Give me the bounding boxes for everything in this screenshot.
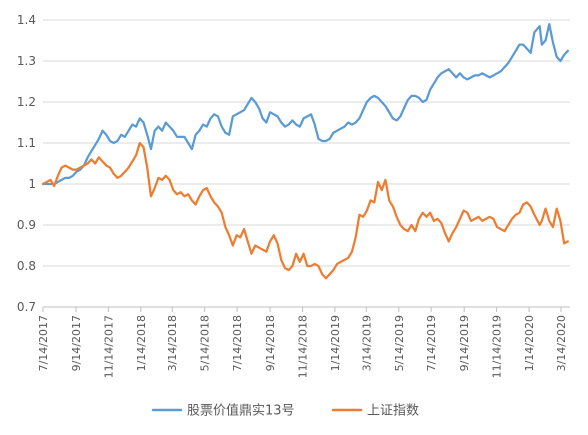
x-tick-label: 3/14/2019 <box>360 315 373 371</box>
x-tick-label: 7/14/2017 <box>37 315 50 371</box>
x-tick-labels: 7/14/2017 9/14/2017 11/14/2017 1/14/2018 3/1… <box>37 315 568 378</box>
y-tick-label: 1.1 <box>17 136 36 150</box>
y-tick-label: 1.2 <box>17 95 36 109</box>
legend-label: 上证指数 <box>367 404 419 419</box>
y-tick-label: 1 <box>28 177 36 191</box>
y-tick-label: 0.8 <box>17 259 36 273</box>
x-tick-label: 7/14/2019 <box>425 315 438 371</box>
x-tick-label: 1/14/2018 <box>135 315 148 371</box>
x-tick-label: 11/14/2017 <box>102 315 115 378</box>
x-tick-label: 5/14/2019 <box>393 315 406 371</box>
x-tick-label: 9/14/2018 <box>264 315 277 371</box>
x-tick-label: 3/14/2018 <box>166 315 179 371</box>
x-tick-label: 7/14/2018 <box>231 315 244 371</box>
x-tick-label: 11/14/2018 <box>297 315 310 378</box>
series-line-2 <box>41 141 569 280</box>
y-tick-labels: 0.7 0.8 0.9 1 1.1 1.2 1.3 1.4 <box>17 13 36 314</box>
x-tick-label: 5/14/2018 <box>199 315 212 371</box>
x-tick-label: 1/14/2019 <box>329 315 342 371</box>
gridlines <box>43 19 570 267</box>
x-tick-label: 1/14/2020 <box>523 315 536 371</box>
y-tick-label: 0.7 <box>17 300 36 314</box>
legend-label: 股票价值鼎实13号 <box>187 403 295 419</box>
legend: 股票价值鼎实13号 上证指数 <box>151 403 419 419</box>
y-tick-label: 0.9 <box>17 218 36 232</box>
x-tick-label: 9/14/2017 <box>70 315 83 371</box>
x-tick-label: 11/14/2019 <box>491 315 504 378</box>
series-line-1 <box>41 22 569 186</box>
x-tick-label: 9/14/2019 <box>458 315 471 371</box>
series-lines <box>41 22 569 280</box>
y-tick-label: 1.3 <box>17 54 36 68</box>
y-tick-label: 1.4 <box>17 13 36 27</box>
axes <box>42 306 570 312</box>
x-tick-label: 3/14/2020 <box>555 315 568 371</box>
